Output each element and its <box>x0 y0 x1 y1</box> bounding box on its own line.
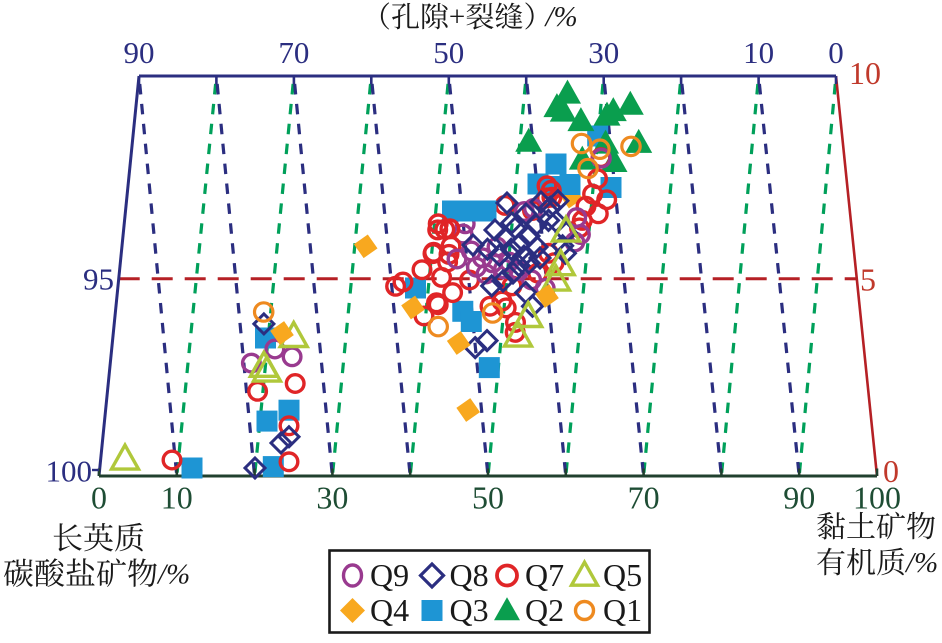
svg-text:50: 50 <box>433 35 464 70</box>
svg-text:90: 90 <box>783 480 815 516</box>
svg-text:10: 10 <box>849 55 881 91</box>
svg-text:70: 70 <box>278 35 309 70</box>
svg-text:10: 10 <box>743 35 774 70</box>
svg-text:30: 30 <box>588 35 619 70</box>
svg-text:0: 0 <box>828 35 844 70</box>
svg-text:Q9: Q9 <box>370 557 409 593</box>
svg-text:/%: /% <box>544 1 578 33</box>
svg-text:Q8: Q8 <box>450 557 489 593</box>
svg-text:Q3: Q3 <box>450 592 489 628</box>
svg-text:+: + <box>449 1 465 33</box>
svg-text:/%: /% <box>904 547 938 579</box>
svg-text:Q5: Q5 <box>603 557 642 593</box>
svg-text:0: 0 <box>91 480 107 516</box>
svg-text:Q2: Q2 <box>525 592 564 628</box>
svg-text:Q4: Q4 <box>370 592 409 628</box>
svg-text:50: 50 <box>472 480 504 516</box>
svg-text:90: 90 <box>124 35 155 70</box>
svg-text:100: 100 <box>853 480 901 516</box>
svg-text:10: 10 <box>161 480 193 516</box>
svg-text:Q7: Q7 <box>525 557 564 593</box>
svg-text:0: 0 <box>883 453 899 489</box>
svg-text:70: 70 <box>628 480 660 516</box>
svg-text:5: 5 <box>860 262 876 298</box>
svg-text:Q1: Q1 <box>603 592 642 628</box>
svg-text:95: 95 <box>83 262 114 297</box>
svg-text:100: 100 <box>46 454 93 489</box>
svg-text:/%: /% <box>156 559 190 591</box>
svg-text:30: 30 <box>316 480 348 516</box>
